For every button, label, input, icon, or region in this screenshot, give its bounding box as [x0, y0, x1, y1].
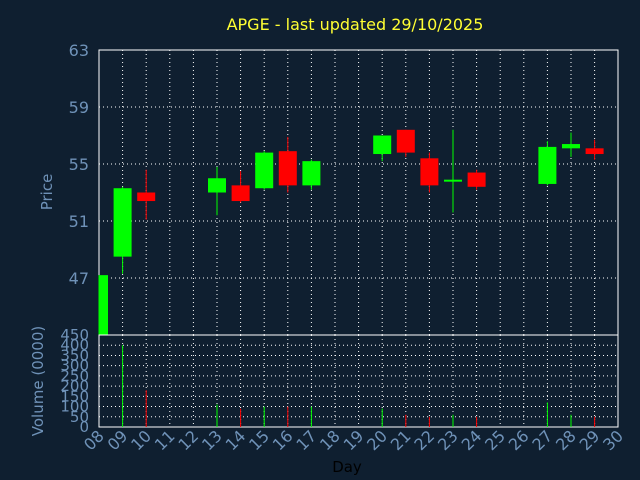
candle-body [444, 179, 462, 182]
volume-tick-label: 200 [60, 377, 89, 395]
volume-tick-label: 150 [60, 387, 89, 405]
x-axis-label: Day [332, 458, 362, 476]
chart-title: APGE - last updated 29/10/2025 [227, 15, 484, 34]
candle-body [538, 146, 557, 184]
price-axis-label: Price [38, 174, 56, 211]
day-tick-label: 30 [599, 426, 627, 454]
volume-tick-label: 50 [70, 408, 89, 426]
candle-body [278, 151, 297, 186]
price-tick-label: 55 [69, 155, 89, 174]
price-tick-label: 63 [69, 41, 89, 60]
candle-body [231, 185, 250, 202]
x-axis: 0809101112131415161718192021222324252627… [80, 426, 627, 454]
candle-body [99, 275, 108, 335]
volume-tick-label: 300 [60, 357, 89, 375]
candle-body [420, 158, 439, 186]
candle-body [467, 172, 486, 187]
candle-body [562, 144, 580, 149]
price-tick-label: 51 [69, 212, 89, 231]
candle-body [373, 135, 392, 155]
price-tick-label: 59 [69, 98, 89, 117]
candle-body [396, 129, 415, 153]
candle-body [208, 178, 226, 193]
candle-body [302, 161, 321, 186]
volume-plot-area [98, 334, 619, 428]
volume-tick-label: 450 [60, 326, 89, 344]
candle-body [137, 192, 156, 202]
volume-tick-label: 400 [60, 336, 89, 354]
candle-body [255, 152, 274, 189]
volume-tick-label: 250 [60, 367, 89, 385]
price-panel: 63 59 55 51 47 [69, 41, 619, 336]
volume-axis-label: Volume (0000) [29, 326, 47, 436]
price-tick-label: 47 [69, 269, 89, 288]
volume-tick-label: 350 [60, 346, 89, 364]
candle-body [585, 148, 604, 155]
price-plot-area [98, 49, 619, 336]
candle-body [113, 188, 132, 257]
volume-tick-label: 100 [60, 398, 89, 416]
volume-tick-label: 0 [79, 418, 89, 436]
